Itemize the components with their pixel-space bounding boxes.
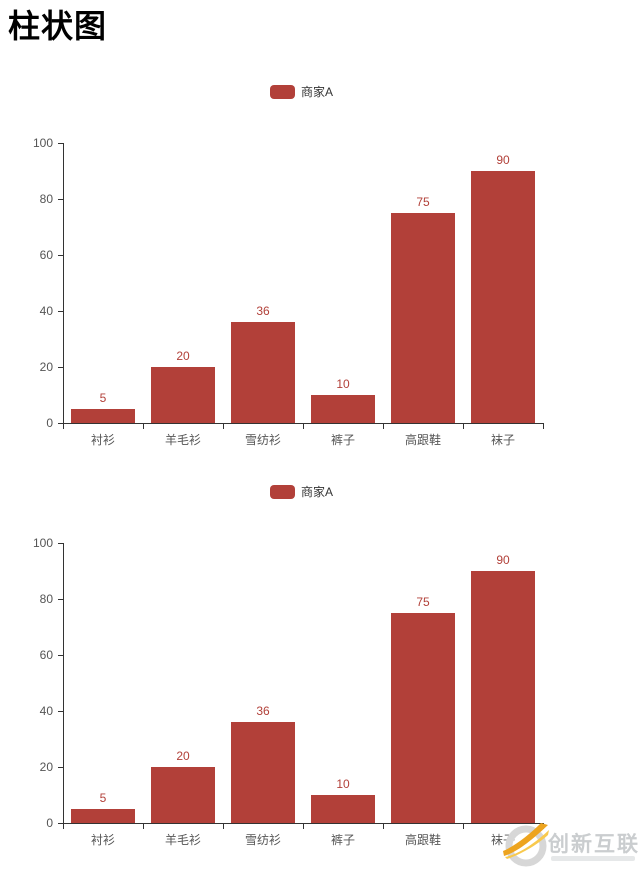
bar-value-label: 5 xyxy=(99,391,107,405)
x-axis-tick xyxy=(463,423,464,429)
y-axis-label: 80 xyxy=(39,192,53,206)
x-axis-tick xyxy=(63,823,64,829)
watermark-subtext-strip xyxy=(551,856,635,861)
x-axis-tick xyxy=(223,423,224,429)
y-axis-label: 0 xyxy=(46,416,53,430)
bar-value-label: 5 xyxy=(99,791,107,805)
x-axis-label: 高跟鞋 xyxy=(404,833,441,847)
y-axis-tick xyxy=(58,199,63,200)
legend-swatch xyxy=(270,85,295,99)
bar-羊毛衫[interactable] xyxy=(151,767,215,823)
x-axis-label: 衬衫 xyxy=(90,433,115,447)
y-axis-tick xyxy=(58,255,63,256)
legend[interactable]: 商家A xyxy=(270,84,333,100)
bar-袜子[interactable] xyxy=(471,171,535,423)
legend-swatch xyxy=(270,485,295,499)
plot-area: 0 20 40 60 80 100 5 衬衫 20 羊毛衫 36 雪纺衫 10 裤子 75 高跟鞋 90 袜子 xyxy=(0,475,639,847)
y-axis-tick xyxy=(58,823,63,824)
bar-高跟鞋[interactable] xyxy=(391,613,455,823)
x-axis-label: 衬衫 xyxy=(90,833,115,847)
x-axis-label: 羊毛衫 xyxy=(164,433,201,447)
x-axis-tick xyxy=(143,823,144,829)
y-axis-tick xyxy=(58,599,63,600)
bar-高跟鞋[interactable] xyxy=(391,213,455,423)
bar-value-label: 10 xyxy=(336,777,350,791)
y-axis-label: 40 xyxy=(39,304,53,318)
y-axis-label: 100 xyxy=(32,136,53,150)
y-axis-tick xyxy=(58,143,63,144)
x-axis-tick xyxy=(543,423,544,429)
y-axis-tick xyxy=(58,423,63,424)
x-axis-label: 雪纺衫 xyxy=(244,833,281,847)
x-axis-label: 袜子 xyxy=(490,833,515,847)
bar-value-label: 36 xyxy=(256,704,270,718)
bar-雪纺衫[interactable] xyxy=(231,322,295,423)
x-axis-label: 袜子 xyxy=(490,433,515,447)
x-axis-tick xyxy=(383,423,384,429)
x-axis-tick xyxy=(303,823,304,829)
bar-雪纺衫[interactable] xyxy=(231,722,295,823)
y-axis-label: 20 xyxy=(39,760,53,774)
bar-value-label: 10 xyxy=(336,377,350,391)
x-axis-tick xyxy=(463,823,464,829)
x-axis-label: 裤子 xyxy=(330,433,355,447)
x-axis-label: 高跟鞋 xyxy=(404,433,441,447)
bar-value-label: 75 xyxy=(416,595,430,609)
y-axis-tick xyxy=(58,311,63,312)
x-axis-tick xyxy=(143,423,144,429)
plot-area: 0 20 40 60 80 100 5 衬衫 20 羊毛衫 36 雪纺衫 10 裤子 75 高跟鞋 90 袜子 xyxy=(0,75,639,447)
page-title: 柱状图 xyxy=(8,8,108,44)
bar-chart-2: 商家A 0 20 40 60 80 100 5 衬衫 20 羊毛衫 36 雪纺衫 10 裤子 75 高跟鞋 90… xyxy=(0,475,639,847)
bar-value-label: 20 xyxy=(176,349,190,363)
x-axis-label: 雪纺衫 xyxy=(244,433,281,447)
y-axis-tick xyxy=(58,655,63,656)
y-axis-label: 0 xyxy=(46,816,53,830)
bar-衬衫[interactable] xyxy=(71,409,135,423)
bar-chart-1: 商家A 0 20 40 60 80 100 5 衬衫 20 羊毛衫 36 雪纺衫 10 裤子 75 高跟鞋 90… xyxy=(0,75,639,447)
x-axis-label: 羊毛衫 xyxy=(164,833,201,847)
y-axis-label: 60 xyxy=(39,248,53,262)
x-axis-tick xyxy=(543,823,544,829)
bar-value-label: 20 xyxy=(176,749,190,763)
y-axis-label: 100 xyxy=(32,536,53,550)
bar-value-label: 36 xyxy=(256,304,270,318)
y-axis-label: 20 xyxy=(39,360,53,374)
bar-裤子[interactable] xyxy=(311,395,375,423)
x-axis-label: 裤子 xyxy=(330,833,355,847)
legend-label: 商家A xyxy=(301,85,334,99)
x-axis-tick xyxy=(63,423,64,429)
bar-value-label: 90 xyxy=(496,553,510,567)
x-axis-tick xyxy=(303,423,304,429)
y-axis-label: 60 xyxy=(39,648,53,662)
y-axis-tick xyxy=(58,367,63,368)
y-axis-line xyxy=(63,543,64,823)
bar-value-label: 75 xyxy=(416,195,430,209)
bar-value-label: 90 xyxy=(496,153,510,167)
legend-label: 商家A xyxy=(301,485,334,499)
x-axis-tick xyxy=(383,823,384,829)
y-axis-tick xyxy=(58,767,63,768)
bar-羊毛衫[interactable] xyxy=(151,367,215,423)
y-axis-tick xyxy=(58,711,63,712)
y-axis-tick xyxy=(58,543,63,544)
y-axis-line xyxy=(63,143,64,423)
bar-衬衫[interactable] xyxy=(71,809,135,823)
bar-袜子[interactable] xyxy=(471,571,535,823)
y-axis-label: 40 xyxy=(39,704,53,718)
legend[interactable]: 商家A xyxy=(270,484,333,500)
x-axis-tick xyxy=(223,823,224,829)
bar-裤子[interactable] xyxy=(311,795,375,823)
y-axis-label: 80 xyxy=(39,592,53,606)
